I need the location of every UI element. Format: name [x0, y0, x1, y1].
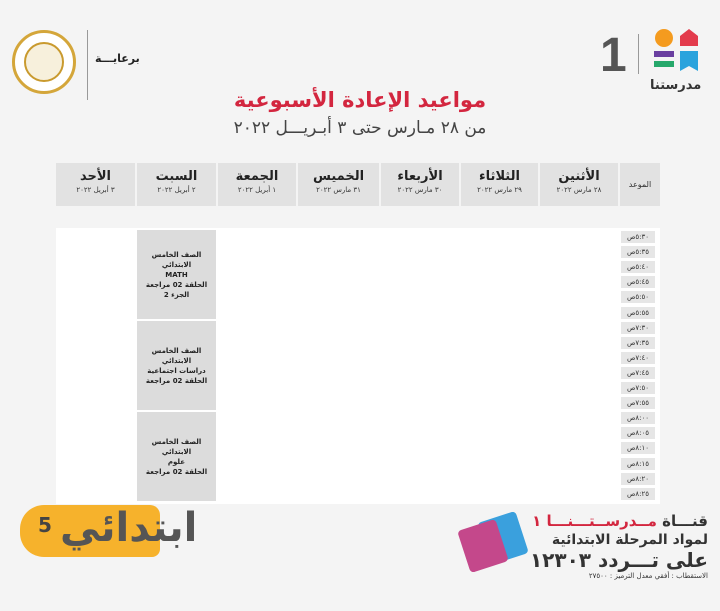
time-cell: ٧:٣٠ص — [621, 321, 655, 334]
ministry-seal-icon — [12, 30, 76, 94]
slot-line: الصف الخامس الابتدائي — [151, 346, 202, 365]
time-cell: ٥:٥٥ص — [621, 306, 655, 319]
time-cell: ٨:٠٥ص — [621, 427, 655, 440]
divider — [87, 30, 88, 100]
time-cell: ٧:٤٥ص — [621, 366, 655, 379]
divider — [638, 34, 639, 74]
day-header: السبت ٢ أبريل ٢٠٢٢ — [137, 163, 216, 206]
schedule-slot[interactable]: الصف الخامس الابتدائي علوم الحلقة 02 مراجع… — [137, 412, 216, 501]
slot-line: الجزء 2 — [163, 290, 190, 299]
promo-line1: قنـــاة مــدرســتـــنـــا ١ — [532, 512, 708, 530]
time-cell: ٥:٤٠ص — [621, 261, 655, 274]
promo-line3: على تـــردد ١٢٣٠٣ — [529, 548, 708, 572]
slot-line: دراسات اجتماعية — [147, 366, 206, 375]
time-cell: ٥:٣٥ص — [621, 246, 655, 259]
slot-line: الصف الخامس الابتدائي — [151, 437, 202, 456]
time-cell: ٨:٢٥ص — [621, 487, 655, 500]
grade-number: 5 — [30, 510, 60, 540]
brand-number: 1 — [600, 29, 627, 82]
promo-line2: لمواد المرحلة الابتدائية — [551, 532, 708, 548]
slot-line: الصف الخامس الابتدائي — [151, 250, 202, 269]
schedule-slot[interactable]: الصف الخامس الابتدائي دراسات اجتماعية الحل… — [137, 321, 216, 410]
time-cell: ٨:١٥ص — [621, 457, 655, 470]
promo-line4: الاستقطاب : أفقي معدل الترميز : ٢٧٥٠٠ — [588, 572, 708, 580]
time-cell: ٨:٠٠ص — [621, 412, 655, 425]
time-cell: ٧:٥٠ص — [621, 382, 655, 394]
day-header: الأربعاء ٣٠ مارس ٢٠٢٢ — [381, 163, 459, 206]
brand-name: مدرستنا — [650, 78, 702, 93]
madrasetna-logo-icon — [654, 29, 698, 71]
day-header: الثلاثاء ٢٩ مارس ٢٠٢٢ — [461, 163, 538, 206]
slot-line: الحلقة 02 مراجعة — [145, 376, 208, 385]
time-cell: ٥:٤٥ص — [621, 276, 655, 289]
page-title: مواعيد الإعادة الأسبوعية — [233, 88, 487, 112]
page-subtitle: من ٢٨ مـارس حتى ٣ أبـريـــل ٢٠٢٢ — [233, 118, 487, 138]
time-header: الموعد — [620, 163, 660, 206]
slot-line: الحلقة 02 مراجعة — [145, 280, 208, 289]
time-cell: ٨:٢٠ص — [621, 472, 655, 485]
time-cell: ٥:٥٠ص — [621, 291, 655, 304]
day-header: الجمعة ١ أبريل ٢٠٢٢ — [218, 163, 296, 206]
time-cell: ٧:٥٥ص — [621, 397, 655, 410]
slot-line: علوم — [167, 457, 186, 466]
grade-label: ابتدائي — [60, 505, 198, 551]
time-cell: ٨:١٠ص — [621, 442, 655, 455]
time-cell: ٥:٣٠ص — [621, 231, 655, 243]
day-header: الأحد ٣ أبريل ٢٠٢٢ — [56, 163, 135, 206]
day-header: الأثنين ٢٨ مارس ٢٠٢٢ — [540, 163, 618, 206]
slot-line: الحلقة 02 مراجعة — [145, 467, 208, 476]
schedule-slot[interactable]: الصف الخامس الابتدائي MATH الحلقة 02 مراجع… — [137, 230, 216, 319]
notebooks-icon — [458, 512, 528, 572]
time-cell: ٧:٤٠ص — [621, 351, 655, 364]
sponsor-label: برعايـــة — [95, 52, 140, 65]
day-header: الخميس ٣١ مارس ٢٠٢٢ — [298, 163, 379, 206]
time-cell: ٧:٣٥ص — [621, 336, 655, 349]
slot-line: MATH — [165, 270, 188, 279]
